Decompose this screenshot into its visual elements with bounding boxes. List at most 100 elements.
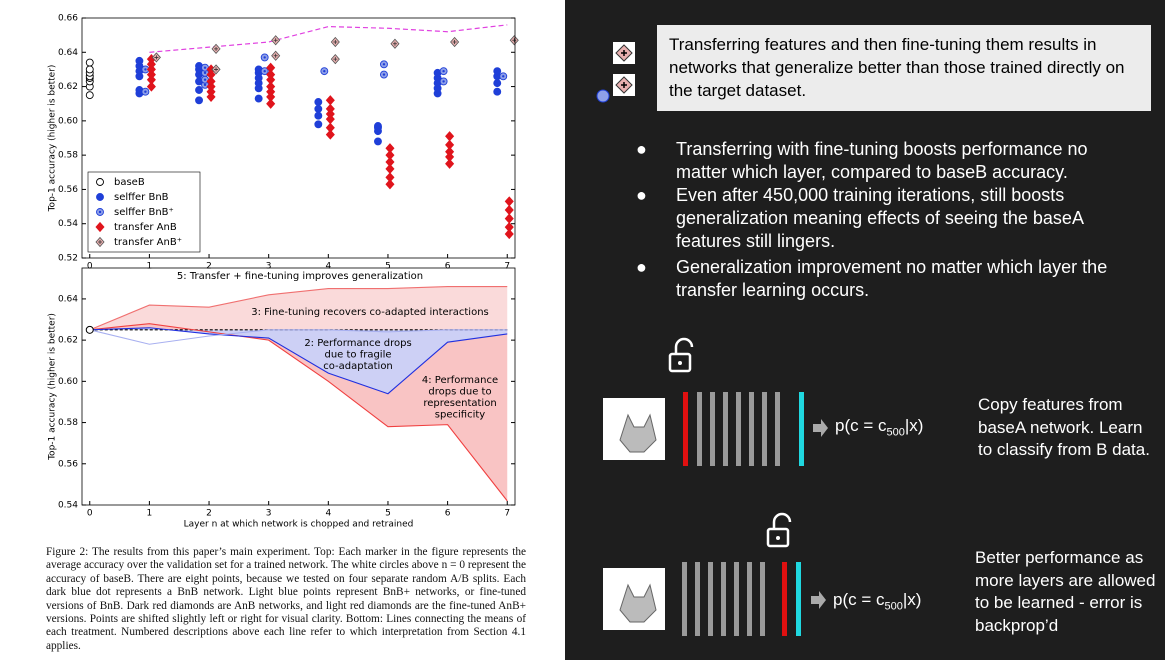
point-plus [154, 55, 159, 60]
callout: Transferring features and then fine-tuni… [657, 25, 1151, 111]
y-tick-label: 0.56 [58, 185, 78, 195]
bullet: ● Even after 450,000 training iterations,… [636, 184, 1141, 253]
point [314, 120, 323, 129]
legend-marker [96, 193, 104, 201]
point [266, 69, 276, 80]
plot-frame [81, 17, 516, 259]
point [445, 158, 455, 169]
point [504, 222, 514, 233]
layer-bar [782, 562, 787, 636]
diagram-caption: Copy features from baseA network. Learn … [978, 395, 1150, 459]
y-tick-label: 0.64 [58, 294, 78, 304]
legend-label: selffer BnB [114, 192, 169, 203]
point [314, 104, 323, 113]
arrow [811, 591, 826, 609]
point [85, 325, 94, 334]
y-tick-label: 0.64 [58, 48, 78, 58]
y-tick-label: 0.62 [58, 336, 78, 346]
point [385, 150, 395, 161]
point-center [323, 69, 326, 73]
lock-icon [766, 512, 792, 548]
point [325, 114, 335, 125]
point [206, 91, 216, 102]
point-center [203, 66, 207, 69]
point [85, 58, 94, 67]
point [206, 69, 216, 80]
point [445, 131, 455, 142]
point [314, 98, 323, 106]
point-plus [333, 40, 338, 44]
x-tick-label: 1 [147, 509, 153, 519]
legend-label: transfer AnB⁺ [114, 237, 182, 248]
point [325, 108, 335, 120]
point-center [98, 210, 102, 214]
point [325, 103, 335, 114]
point-center [263, 69, 266, 73]
area [89, 286, 508, 330]
point [266, 98, 276, 109]
x-tick-label: 4 [325, 262, 331, 272]
formula: p(c = c500|x) [835, 416, 923, 438]
x-tick-label: 6 [445, 509, 451, 519]
x-tick-label: 2 [206, 262, 212, 272]
annotation: 2: Performance drops [304, 338, 411, 349]
point [146, 69, 156, 80]
point [325, 129, 335, 140]
point-center [382, 73, 386, 76]
icon-plus [621, 50, 627, 56]
point [146, 74, 156, 85]
charts: 0.52 0.54 0.56 0.58 0.60 0.62 0.64 0.66 0 1 2 3 4 5 6 7… [48, 14, 519, 530]
bullet: ● Generalization improvement no matter wh… [636, 256, 1141, 302]
cat-sketch [619, 583, 657, 623]
point [146, 59, 156, 70]
point [266, 74, 276, 85]
formula-sub: 500 [884, 600, 903, 613]
point-plus [392, 41, 397, 46]
point [374, 137, 382, 146]
point [195, 86, 203, 94]
paper-figure: 0.52 0.54 0.56 0.58 0.60 0.62 0.64 0.66 0 1 2 3 4 5 6 7… [0, 0, 565, 660]
point-plus [214, 46, 219, 51]
bullet-dot: ● [636, 139, 647, 159]
point-plus [273, 38, 278, 43]
x-tick-label: 0 [87, 509, 93, 519]
point [146, 64, 156, 75]
x-tick-label: 6 [445, 262, 451, 272]
point-center [144, 90, 147, 93]
point-center [442, 69, 445, 73]
point [254, 94, 263, 103]
bullet: ● Transferring with fine-tuning boosts pe… [636, 138, 1141, 184]
point-plus [333, 57, 338, 62]
legend-marker [95, 221, 105, 233]
point [206, 76, 216, 87]
legend-label: selffer BnB⁺ [114, 207, 174, 218]
line [89, 329, 508, 345]
point-plus [512, 38, 517, 43]
trend-line [149, 24, 508, 53]
y-tick-label: 0.66 [58, 14, 78, 24]
point [385, 143, 395, 154]
x-tick-label: 2 [206, 509, 212, 519]
bullet-dot: ● [636, 257, 647, 277]
network-diagrams [603, 337, 828, 636]
point [504, 204, 514, 216]
point [146, 81, 156, 92]
point [266, 81, 276, 92]
point [445, 151, 455, 162]
point [493, 79, 502, 88]
x-tick-label: 1 [147, 262, 153, 272]
point-center [203, 71, 207, 75]
lock-icon [668, 337, 694, 373]
icons [596, 42, 635, 103]
point [206, 81, 216, 92]
point [266, 62, 276, 73]
y-axis-label: Top-1 accuracy (higher is better) [48, 65, 58, 213]
lock-hole [776, 536, 780, 540]
point-center [203, 83, 207, 87]
point-plus [98, 240, 102, 244]
output-bar [799, 392, 804, 466]
point [206, 86, 216, 97]
x-tick-label: 5 [385, 262, 391, 272]
point-center [144, 68, 147, 71]
